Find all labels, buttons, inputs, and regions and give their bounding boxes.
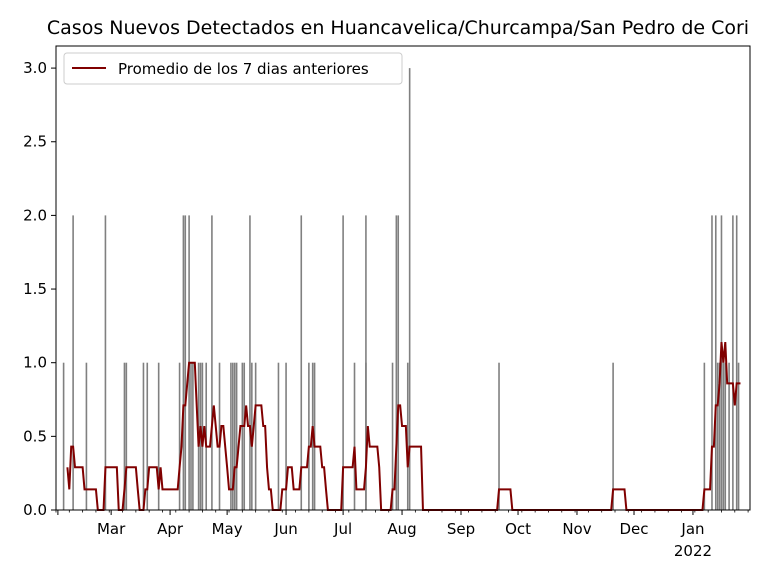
bar	[254, 362, 257, 510]
bars-layer	[62, 68, 740, 510]
bar	[184, 215, 187, 510]
bar	[249, 215, 251, 510]
legend-label: Promedio de los 7 dias anteriores	[118, 60, 369, 78]
x-tick-label: Nov	[562, 520, 591, 538]
bar	[737, 362, 740, 510]
bar	[365, 362, 367, 510]
bar	[146, 362, 149, 510]
bar	[300, 215, 303, 510]
x-tick-label: May	[212, 520, 243, 538]
x-tick-label: Jun	[273, 520, 297, 538]
x-tick-label: Sep	[447, 520, 475, 538]
y-tick-label: 0.5	[23, 427, 47, 445]
x-year-label: 2022	[674, 542, 712, 560]
bar	[395, 215, 398, 510]
bar	[211, 215, 213, 510]
chart-title: Casos Nuevos Detectados en Huancavelica/…	[47, 17, 749, 39]
bar	[232, 362, 234, 510]
x-tick-label: Dec	[620, 520, 649, 538]
bar	[703, 362, 706, 510]
bar	[711, 215, 713, 510]
x-axis: Mar Apr May Jun Jul Aug Sep Oct Nov Dec Jan 2022	[55, 510, 749, 560]
bar	[406, 362, 409, 510]
x-tick-label: Oct	[505, 520, 531, 538]
bar	[397, 215, 400, 510]
bar	[728, 362, 730, 510]
bar	[498, 362, 500, 510]
bar	[612, 362, 614, 510]
bar	[735, 215, 738, 510]
bar	[277, 362, 280, 510]
y-tick-label: 2.0	[23, 206, 47, 224]
bar	[353, 362, 356, 510]
bar	[178, 362, 181, 510]
bar	[104, 215, 107, 510]
bar	[123, 362, 126, 510]
bar	[722, 362, 725, 510]
bar	[308, 362, 310, 510]
x-tick-label: Apr	[157, 520, 184, 538]
y-tick-label: 0.0	[23, 501, 47, 519]
bar	[142, 362, 145, 510]
bar	[62, 362, 65, 510]
bar	[157, 362, 160, 510]
bar	[714, 215, 717, 510]
y-tick-label: 1.5	[23, 280, 47, 298]
bar	[182, 215, 185, 510]
legend: Promedio de los 7 dias anteriores	[63, 52, 403, 85]
bar	[190, 362, 192, 510]
bar	[391, 362, 394, 510]
bar	[716, 362, 719, 510]
x-tick-label: Aug	[387, 520, 416, 538]
bar	[235, 362, 238, 510]
bar	[85, 362, 88, 510]
plot-frame	[55, 45, 751, 511]
bar	[230, 362, 232, 510]
y-tick-label: 2.5	[23, 133, 47, 151]
y-axis: 0.0 0.5 1.0 1.5 2.0 2.5 3.0	[23, 59, 56, 519]
x-tick-label: Mar	[97, 520, 126, 538]
moving-average-line	[66, 341, 741, 511]
legend-box	[63, 52, 403, 85]
bar	[724, 362, 727, 510]
bar	[408, 68, 411, 510]
bar	[243, 362, 246, 510]
bar	[72, 215, 74, 510]
bar	[192, 362, 194, 510]
bar	[125, 362, 128, 510]
bar	[241, 362, 244, 510]
bar	[285, 362, 287, 510]
y-tick-label: 1.0	[23, 354, 47, 372]
bar	[732, 215, 734, 510]
x-tick-label: Jul	[333, 520, 352, 538]
bar	[342, 215, 344, 510]
x-tick-label: Jan	[680, 520, 704, 538]
y-tick-label: 3.0	[23, 59, 47, 77]
bar	[233, 362, 236, 510]
bar	[718, 362, 721, 510]
